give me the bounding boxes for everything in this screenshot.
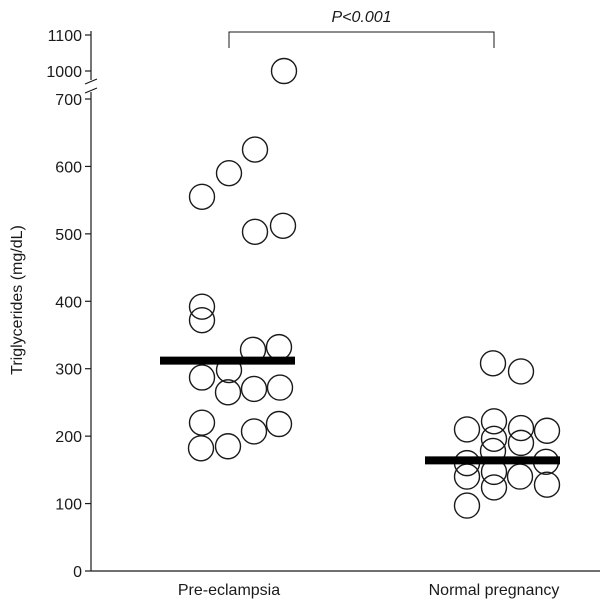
data-point bbox=[240, 418, 268, 445]
data-point bbox=[453, 492, 481, 519]
x-axis: Pre-eclampsia Normal pregnancy bbox=[91, 570, 600, 599]
data-point bbox=[269, 212, 297, 239]
data-point bbox=[187, 435, 215, 462]
data-point bbox=[507, 414, 535, 442]
y-tick-label: 0 bbox=[73, 564, 82, 581]
data-point bbox=[266, 374, 294, 401]
data-point bbox=[507, 429, 535, 457]
data-point bbox=[270, 57, 298, 85]
data-point bbox=[188, 364, 216, 391]
p-value-label: P<0.001 bbox=[331, 9, 391, 26]
data-point bbox=[533, 471, 561, 498]
x-category-label: Normal pregnancy bbox=[429, 582, 560, 599]
axis-break-mark bbox=[84, 78, 98, 94]
data-point bbox=[265, 410, 293, 438]
data-point bbox=[188, 409, 216, 436]
data-point bbox=[480, 474, 508, 501]
data-point bbox=[188, 306, 216, 334]
data-point bbox=[506, 463, 534, 490]
y-axis: 0 100 200 300 400 500 600 700 1000 1100 bbox=[46, 28, 98, 581]
data-points bbox=[187, 57, 561, 519]
y-tick-label: 500 bbox=[55, 227, 82, 244]
data-point bbox=[188, 293, 216, 320]
significance-bracket bbox=[228, 31, 495, 48]
data-point bbox=[241, 136, 269, 163]
significance-annotation: P<0.001 bbox=[228, 9, 495, 48]
y-tick-label: 400 bbox=[55, 294, 82, 311]
x-category-label: Pre-eclampsia bbox=[178, 582, 280, 599]
y-tick-label: 300 bbox=[55, 362, 82, 379]
data-point bbox=[480, 408, 508, 435]
data-point bbox=[480, 425, 508, 453]
y-tick-label: 1000 bbox=[46, 64, 82, 81]
y-tick-label: 100 bbox=[55, 497, 82, 514]
data-point bbox=[240, 375, 268, 403]
data-point bbox=[507, 358, 535, 385]
data-point bbox=[453, 463, 481, 490]
median-lines bbox=[160, 356, 560, 465]
y-tick-label: 700 bbox=[55, 92, 82, 109]
data-point bbox=[479, 350, 507, 377]
data-point bbox=[265, 333, 293, 361]
data-point bbox=[215, 159, 243, 187]
data-point bbox=[241, 218, 269, 246]
y-tick-label: 1100 bbox=[48, 28, 83, 45]
y-tick-label: 600 bbox=[55, 159, 82, 176]
data-point bbox=[453, 416, 481, 443]
y-tick-label: 200 bbox=[55, 429, 82, 446]
data-point bbox=[188, 183, 216, 210]
data-point bbox=[214, 433, 242, 460]
y-axis-label: Triglycerides (mg/dL) bbox=[9, 225, 26, 375]
data-point bbox=[214, 379, 242, 406]
data-point bbox=[533, 417, 561, 444]
